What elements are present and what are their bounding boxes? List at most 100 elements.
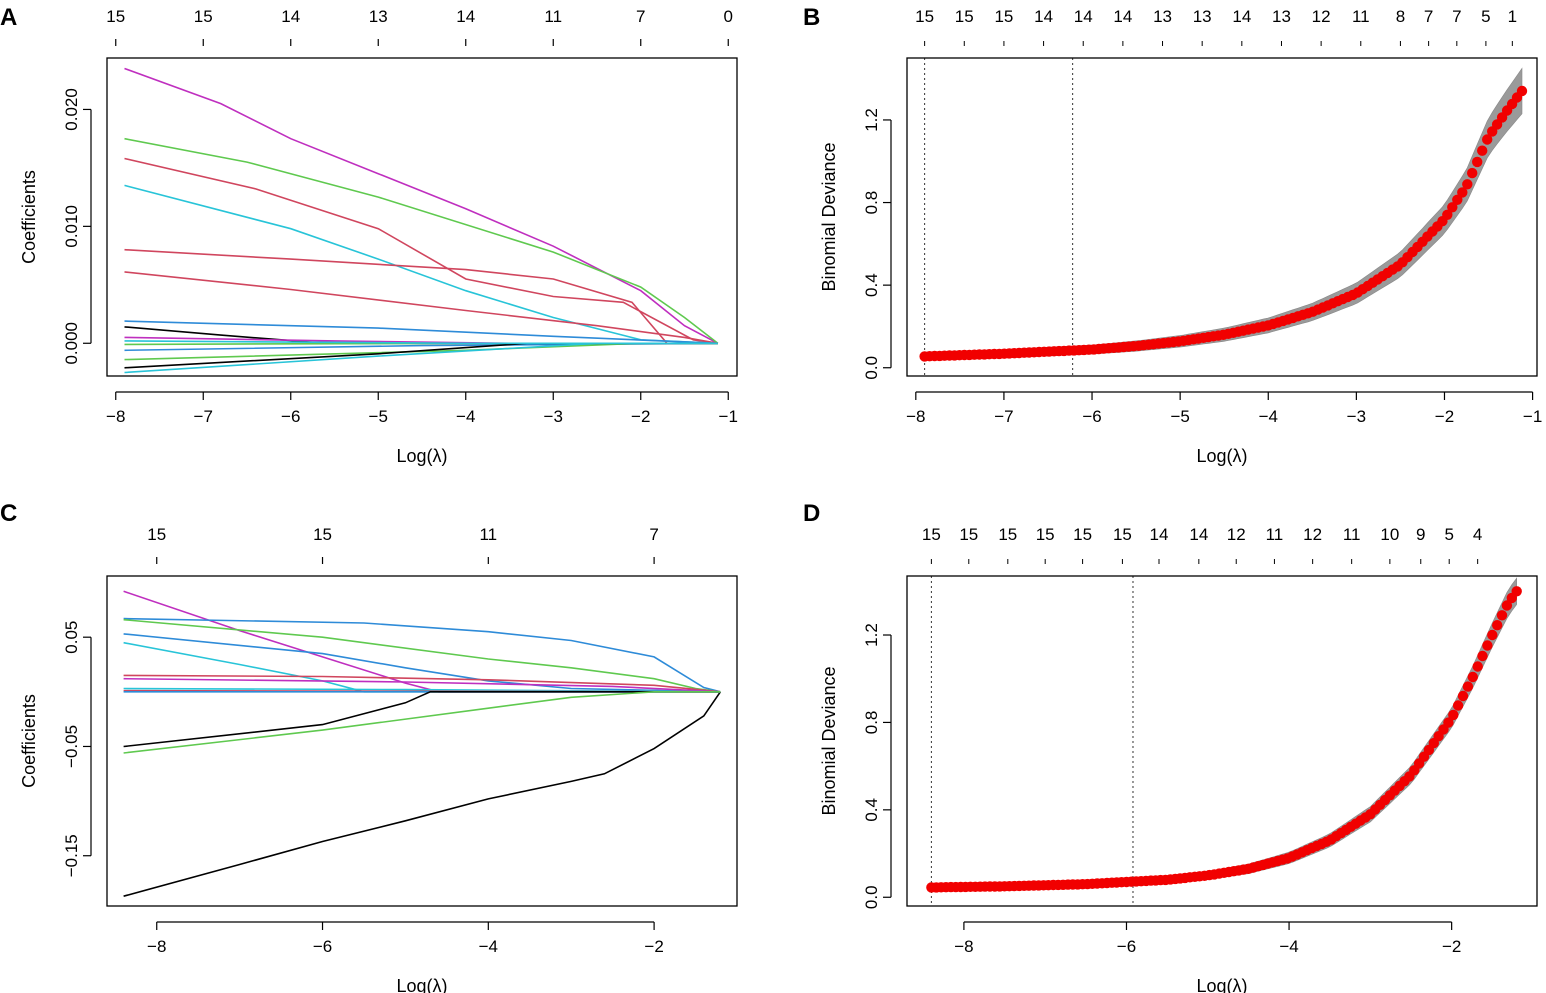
y-tick-label: 0.8 (862, 191, 881, 215)
coefficient-path (123, 691, 722, 897)
y-tick-label: 0.020 (62, 88, 81, 131)
deviance-point (1442, 209, 1453, 220)
deviance-point (1452, 194, 1463, 205)
deviance-point (1467, 671, 1478, 683)
x-tick-label: −2 (1442, 937, 1461, 956)
top-axis-count-label: 15 (1036, 525, 1055, 544)
x-tick-label: −6 (1117, 937, 1136, 956)
x-tick-label: −6 (313, 937, 332, 956)
deviance-point (1447, 202, 1458, 213)
deviance-point (1462, 681, 1474, 692)
deviance-point (1457, 690, 1469, 702)
coefficient-path (124, 271, 718, 345)
top-axis-count-label: 7 (636, 7, 645, 26)
y-tick-label: 0.8 (862, 711, 881, 735)
y-tick-label: −0.05 (62, 725, 81, 768)
deviance-point (1482, 134, 1493, 145)
panel-d: D −8 −6 −4 −2 Log(λ) 0.0 0.4 0.8 1.2 Binomial Dev… (773, 496, 1546, 993)
top-axis-count-label: 15 (922, 525, 941, 544)
coefficient-path (124, 157, 718, 345)
lasso-coefficient-plot-c: −8 −6 −4 −2 Log(λ) −0.15 −0.05 0.05 Coefficients… (19, 525, 738, 993)
top-axis-count-label: 14 (1074, 7, 1093, 26)
top-axis-count-label: 14 (1150, 525, 1169, 544)
top-axis-count-label: 12 (1312, 7, 1331, 26)
top-axis-count-label: 15 (147, 525, 166, 544)
top-axis-count-label: 14 (1189, 525, 1208, 544)
x-tick-label: −2 (1435, 407, 1454, 426)
top-axis-count-label: 14 (1113, 7, 1132, 26)
coefficient-path (124, 184, 718, 345)
lasso-coefficient-plot-a: −8 −7 −6 −5 −4 −3 −2 −1 Log(λ) 0.000 0.010 0.020 Coe… (19, 7, 738, 466)
x-tick-label: −4 (1279, 937, 1298, 956)
x-tick-label: −7 (194, 407, 213, 426)
top-axis-count-label: 15 (194, 7, 213, 26)
x-tick-label: −6 (281, 407, 300, 426)
cv-deviance-plot-d: −8 −6 −4 −2 Log(λ) 0.0 0.4 0.8 1.2 Binomial Devia… (819, 525, 1538, 993)
x-axis-label: Log(λ) (396, 976, 447, 993)
panel-a: A −8 −7 −6 −5 −4 −3 −2 −1 Log(λ) 0.000 0.010 0.020 C… (0, 0, 773, 496)
plot-frame (906, 575, 1538, 907)
y-axis-label: Coefficients (19, 170, 39, 264)
top-axis-count-label: 15 (998, 525, 1017, 544)
deviance-point (1477, 650, 1488, 662)
top-axis-count-label: 7 (1424, 7, 1433, 26)
coefficient-path (124, 342, 718, 369)
x-tick-label: −8 (147, 937, 166, 956)
deviance-point (1477, 145, 1488, 156)
coefficient-path (123, 617, 721, 693)
top-axis-count-label: 11 (1266, 525, 1284, 544)
error-band (931, 577, 1518, 890)
coefficient-path (124, 340, 718, 345)
coefficient-path (124, 67, 719, 345)
top-axis-count-label: 7 (1452, 7, 1461, 26)
top-axis-count-label: 13 (369, 7, 388, 26)
top-axis-count-label: 15 (955, 7, 974, 26)
y-tick-label: 1.2 (862, 623, 881, 647)
deviance-point (1511, 586, 1522, 597)
x-tick-label: −5 (1170, 407, 1189, 426)
top-axis-count-label: 15 (994, 7, 1013, 26)
x-tick-label: −8 (954, 937, 973, 956)
panel-label: A (0, 4, 18, 31)
top-axis-count-label: 13 (1193, 7, 1212, 26)
deviance-point (1482, 640, 1493, 651)
coefficient-path (123, 590, 721, 693)
top-axis-count-label: 13 (1272, 7, 1291, 26)
top-axis-count-label: 0 (724, 7, 733, 26)
x-tick-label: −8 (106, 407, 125, 426)
coefficient-path (124, 137, 719, 344)
x-axis-label: Log(λ) (1196, 976, 1247, 993)
panel-label: C (0, 500, 18, 527)
x-tick-label: −6 (1082, 407, 1101, 426)
top-axis-count-label: 15 (1073, 525, 1092, 544)
top-axis-count-label: 15 (959, 525, 978, 544)
y-tick-label: 0.0 (862, 356, 881, 380)
top-axis-count-label: 13 (1153, 7, 1172, 26)
x-axis-label: Log(λ) (396, 446, 447, 466)
top-axis-count-label: 5 (1481, 7, 1490, 26)
y-tick-label: 0.4 (862, 273, 881, 297)
y-axis-label: Coefficients (19, 694, 39, 788)
coefficient-path (123, 633, 721, 693)
coefficient-path (123, 674, 721, 693)
deviance-point (1457, 187, 1468, 198)
deviance-point (1452, 700, 1464, 711)
y-tick-label: −0.15 (62, 834, 81, 877)
coefficient-path (124, 320, 718, 345)
plot-frame (106, 57, 738, 377)
deviance-point (1467, 167, 1478, 179)
cv-deviance-plot-b: −8 −7 −6 −5 −4 −3 −2 −1 Log(λ) 0.0 0.4 0.8 1.2 Binomi… (819, 7, 1542, 466)
x-tick-label: −2 (631, 407, 650, 426)
top-axis-count-label: 11 (479, 525, 497, 544)
deviance-point (1472, 661, 1483, 672)
top-axis-count-label: 4 (1473, 525, 1482, 544)
deviance-point (1492, 620, 1503, 631)
top-axis-count-label: 1 (1508, 7, 1517, 26)
plot-area (926, 576, 1522, 906)
coefficient-path (123, 677, 721, 693)
deviance-point (1501, 600, 1513, 611)
deviance-point (1516, 85, 1528, 97)
top-axis-count-label: 14 (1034, 7, 1053, 26)
y-tick-label: 0.010 (62, 205, 81, 248)
top-axis-count-label: 12 (1303, 525, 1322, 544)
